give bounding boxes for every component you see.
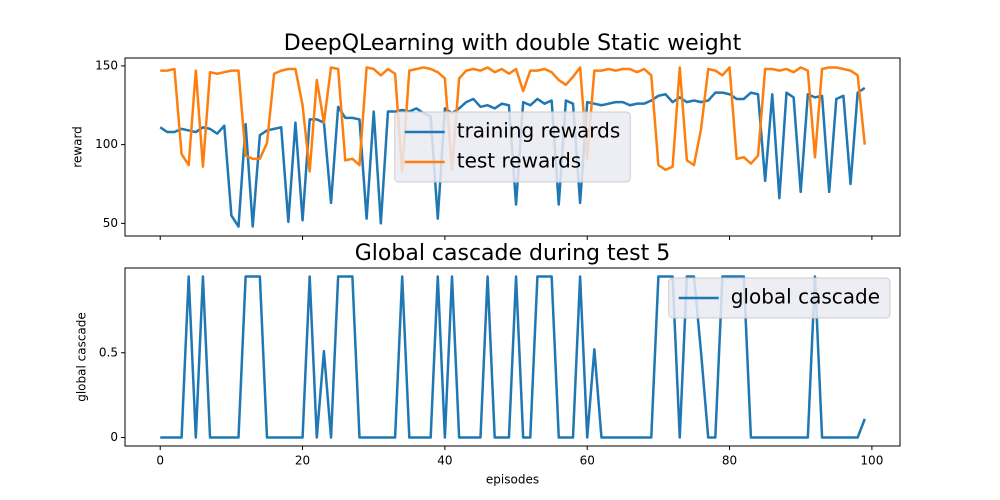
y-tick-label: 50	[103, 216, 118, 230]
legend-label: global cascade	[731, 285, 880, 309]
subplot-title: Global cascade during test 5	[355, 241, 671, 266]
x-tick-label: 40	[437, 454, 452, 468]
y-tick-label: 100	[95, 137, 118, 151]
axes-frame	[124, 57, 901, 237]
y-axis-label: global cascade	[75, 312, 89, 402]
x-tick-label: 0	[156, 454, 164, 468]
legend-box	[668, 277, 891, 319]
y-tick-label: 0.5	[99, 345, 118, 359]
plot-area	[160, 275, 866, 439]
legend-label: test rewards	[457, 149, 581, 173]
x-axis-label: episodes	[486, 473, 539, 487]
y-tick-label: 0	[110, 430, 118, 444]
y-tick-label: 150	[95, 58, 118, 72]
legend-label: training rewards	[457, 119, 621, 143]
subplot: Global cascade during test 5 0 0.5 0 20 40 60 8…	[75, 241, 901, 487]
legend: global cascade	[668, 277, 891, 319]
subplot-title: DeepQLearning with double Static weight	[284, 31, 742, 56]
x-tick-label: 60	[580, 454, 595, 468]
subplot: DeepQLearning with double Static weight 5…	[71, 31, 901, 240]
x-tick-label: 20	[295, 454, 310, 468]
x-tick-label: 100	[860, 454, 883, 468]
legend-box	[394, 111, 631, 183]
line-series	[160, 275, 866, 439]
x-tick-label: 80	[722, 454, 737, 468]
axes-frame	[124, 267, 901, 447]
legend: training rewards test rewards	[394, 111, 631, 183]
y-axis-label: reward	[71, 126, 85, 168]
line-series	[160, 66, 867, 173]
